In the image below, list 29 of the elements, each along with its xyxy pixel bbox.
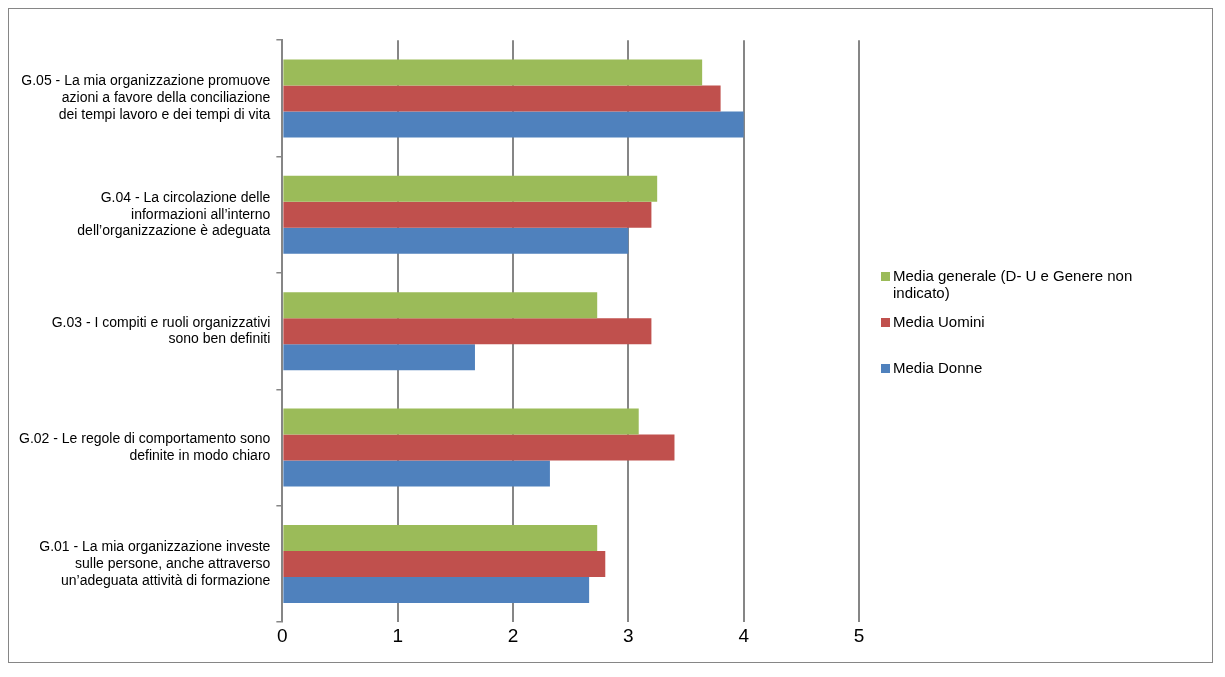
x-tick-label: 3 — [623, 624, 634, 646]
y-tick-label: G.01 - La mia organizzazione investe sulle persone, anche attraverso un’adeguata attività di formazione — [39, 538, 271, 588]
bar — [283, 577, 590, 603]
bar — [283, 525, 598, 551]
x-tick-label: 1 — [392, 624, 403, 646]
x-tick-label: 0 — [277, 624, 288, 646]
legend-label: Media generale (D- U e Genere non indicato) — [893, 266, 1134, 301]
legend-label: Media Donne — [893, 358, 984, 376]
y-tick-label: G.03 - I compiti e ruoli organizzativi sono ben definiti — [51, 313, 271, 347]
x-tick-label: 4 — [738, 624, 750, 646]
bar — [283, 551, 606, 577]
bar — [283, 111, 744, 138]
bar — [283, 59, 703, 86]
bar — [283, 318, 652, 345]
x-tick-label: 5 — [853, 624, 865, 646]
x-tick-label: 2 — [507, 624, 519, 646]
y-tick-label: G.04 - La circolazione delle informazioni all’interno dell’organizzazione è adeguata — [77, 188, 271, 239]
bar — [283, 227, 629, 254]
legend-label: Media Uomini — [893, 312, 986, 330]
bar — [283, 292, 598, 319]
bar — [283, 344, 475, 371]
y-tick-label: G.05 - La mia organizzazione promuove azioni a favore della conciliazione dei tempi lavoro e dei tempi di vita — [21, 72, 271, 123]
bar — [283, 460, 550, 487]
bar — [283, 434, 675, 461]
bar — [283, 408, 639, 435]
bar — [283, 85, 721, 112]
bar — [283, 201, 652, 228]
bar — [283, 175, 658, 202]
y-tick-label: G.02 - Le regole di comportamento sono definite in modo chiaro — [18, 430, 271, 463]
